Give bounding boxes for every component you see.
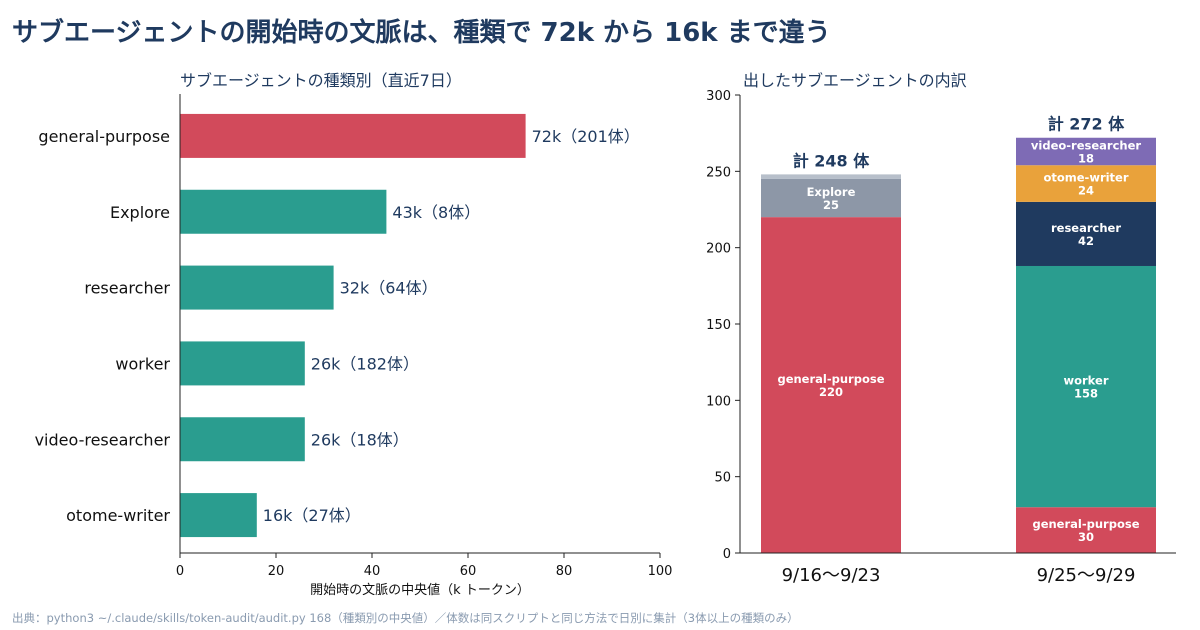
data-label-Explore: 43k（8体） <box>392 203 480 222</box>
left-x-tick-label-40: 40 <box>364 564 381 579</box>
left-x-axis-title: 開始時の文脈の中央値（k トークン） <box>310 582 530 598</box>
bar-video-researcher <box>180 417 305 462</box>
segment-value-Explore-bar-1: 25 <box>823 198 839 212</box>
category-label-general-purpose: general-purpose <box>38 127 170 146</box>
source-footnote: 出典：python3 ~/.claude/skills/token-audit/… <box>12 611 799 625</box>
segment-value-researcher-bar-2: 42 <box>1078 234 1094 248</box>
left-x-tick-label-100: 100 <box>648 564 673 579</box>
segment-value-worker-bar-2: 158 <box>1074 387 1098 401</box>
segment-name-researcher-bar-2: researcher <box>1051 221 1121 235</box>
segment-value-video-researcher-bar-2: 18 <box>1078 151 1094 165</box>
segment-researcher-bar-2 <box>1016 201 1156 266</box>
segment-worker-bar-2 <box>1016 265 1156 508</box>
segment-name-video-researcher-bar-2: video-researcher <box>1031 138 1141 152</box>
segment-name-otome-writer-bar-2: otome-writer <box>1043 171 1128 185</box>
bar-researcher <box>180 265 334 310</box>
right-y-tick-label-100: 100 <box>706 394 731 409</box>
right-y-tick-label-0: 0 <box>723 547 731 562</box>
segment-value-general-purpose-bar-2: 30 <box>1078 530 1094 544</box>
data-label-video-researcher: 26k（18体） <box>311 430 409 449</box>
segment-general-purpose-bar-1 <box>761 217 901 553</box>
category-label-otome-writer: otome-writer <box>66 506 170 525</box>
segment-general-purpose-bar-2 <box>1016 507 1156 553</box>
segment-Explore-bar-1 <box>761 178 901 218</box>
segment-value-otome-writer-bar-2: 24 <box>1078 184 1094 198</box>
segment-name-general-purpose-bar-1: general-purpose <box>777 372 884 386</box>
right-y-tick-label-150: 150 <box>706 318 731 333</box>
category-label-worker: worker <box>115 354 170 373</box>
total-label-2: 計 272 体 <box>1048 115 1126 134</box>
left-x-tick-label-60: 60 <box>460 564 477 579</box>
right-chart-title: 出したサブエージェントの内訳 <box>743 71 967 90</box>
category-label-researcher: researcher <box>84 279 170 298</box>
segment-other-bar-1 <box>761 174 901 179</box>
left-x-tick-label-80: 80 <box>556 564 573 579</box>
left-x-tick-label-20: 20 <box>268 564 285 579</box>
segment-value-general-purpose-bar-1: 220 <box>819 385 843 399</box>
bar-worker <box>180 341 305 386</box>
segment-name-worker-bar-2: worker <box>1063 374 1108 388</box>
right-y-tick-label-250: 250 <box>706 165 731 180</box>
bar-otome-writer <box>180 493 257 538</box>
left-chart-title: サブエージェントの種類別（直近7日） <box>180 71 462 90</box>
left-x-tick-label-0: 0 <box>176 564 184 579</box>
page-title: サブエージェントの開始時の文脈は、種類で 72k から 16k まで違う <box>12 18 831 48</box>
category-label-video-researcher: video-researcher <box>35 430 171 449</box>
data-label-general-purpose: 72k（201体） <box>532 127 640 146</box>
category-label-period-2: 9/25〜9/29 <box>1037 565 1136 586</box>
right-y-tick-label-300: 300 <box>706 89 731 104</box>
segment-name-general-purpose-bar-2: general-purpose <box>1032 517 1139 531</box>
segment-otome-writer-bar-2 <box>1016 165 1156 202</box>
data-label-worker: 26k（182体） <box>311 354 419 373</box>
right-y-tick-label-50: 50 <box>714 471 731 486</box>
data-label-otome-writer: 16k（27体） <box>263 506 361 525</box>
category-label-Explore: Explore <box>110 203 170 222</box>
data-label-researcher: 32k（64体） <box>340 279 438 298</box>
total-label-1: 計 248 体 <box>793 151 871 170</box>
bar-general-purpose <box>180 113 526 158</box>
bar-Explore <box>180 189 387 234</box>
segment-video-researcher-bar-2 <box>1016 137 1156 166</box>
segment-name-Explore-bar-1: Explore <box>807 185 856 199</box>
right-y-tick-label-200: 200 <box>706 242 731 257</box>
category-label-period-1: 9/16〜9/23 <box>782 565 881 586</box>
